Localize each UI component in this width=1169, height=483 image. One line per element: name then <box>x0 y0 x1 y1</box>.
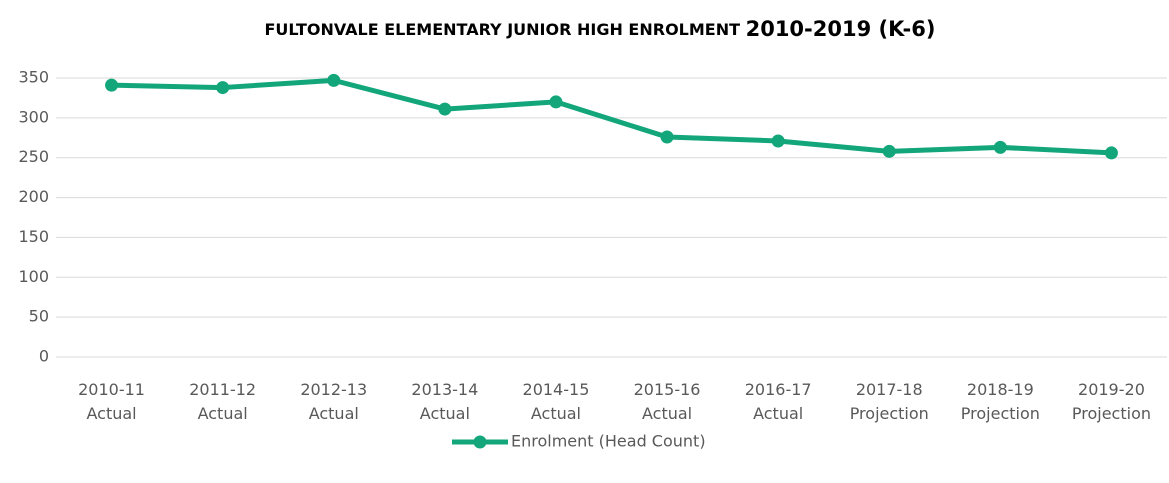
x-tick-line: Projection <box>961 404 1040 423</box>
title-part: 2010-2019 (K-6) <box>746 17 936 41</box>
x-tick-line: Actual <box>86 404 136 423</box>
x-tick-line: 2017-18 <box>856 380 923 399</box>
x-tick-line: 2015-16 <box>634 380 701 399</box>
x-tick-line: 2016-17 <box>745 380 812 399</box>
x-tick-label: 2013-14 Actual <box>411 380 478 423</box>
legend-label: Enrolment (Head Count) <box>511 432 706 451</box>
x-tick-line: 2011-12 <box>189 380 256 399</box>
data-point <box>327 73 341 87</box>
data-line <box>111 77 1112 156</box>
data-point <box>438 102 452 116</box>
data-point <box>771 134 785 148</box>
x-tick-line: 2014-15 <box>523 380 590 399</box>
x-tick-line: Actual <box>642 404 692 423</box>
x-tick-label: 2010-11 Actual <box>78 380 145 423</box>
title-part: FULTONVALE ELEMENTARY JUNIOR HIGH ENROLM… <box>265 20 741 39</box>
data-point <box>882 144 896 158</box>
x-tick-line: Actual <box>753 404 803 423</box>
y-tick-label: 100 <box>18 267 49 286</box>
x-tick-line: 2018-19 <box>967 380 1034 399</box>
x-tick-line: 2019-20 <box>1078 380 1145 399</box>
y-tick-label: 250 <box>18 147 49 166</box>
x-tick-label: 2018-19 Projection <box>961 380 1040 423</box>
data-point <box>549 95 563 109</box>
x-tick-label: 2014-15 Actual <box>523 380 590 423</box>
data-point <box>216 81 230 95</box>
y-tick-label: 350 <box>18 68 49 87</box>
x-tick-label: 2015-16 Actual <box>634 380 701 423</box>
y-tick-label: 200 <box>18 187 49 206</box>
x-tick-line: Actual <box>309 404 359 423</box>
x-tick-line: Actual <box>420 404 470 423</box>
y-tick-label: 0 <box>39 347 49 366</box>
y-tick-label: 50 <box>29 307 49 326</box>
data-point <box>993 140 1007 154</box>
x-tick-line: 2010-11 <box>78 380 145 399</box>
chart-title: FULTONVALE ELEMENTARY JUNIOR HIGH ENROLM… <box>265 17 936 41</box>
x-tick-label: 2011-12 Actual <box>189 380 256 423</box>
data-point <box>660 130 674 144</box>
x-tick-label: 2016-17 Actual <box>745 380 812 423</box>
x-tick-line: Projection <box>1072 404 1151 423</box>
data-point <box>1104 146 1118 160</box>
y-tick-label: 300 <box>18 107 49 126</box>
x-tick-line: 2013-14 <box>411 380 478 399</box>
x-tick-line: Actual <box>198 404 248 423</box>
x-tick-label: 2019-20 Projection <box>1072 380 1151 423</box>
x-tick-line: 2012-13 <box>300 380 367 399</box>
y-tick-label: 150 <box>18 227 49 246</box>
x-tick-label: 2012-13 Actual <box>300 380 367 423</box>
x-tick-label: 2017-18 Projection <box>850 380 929 423</box>
data-point <box>105 78 119 92</box>
x-tick-line: Projection <box>850 404 929 423</box>
legend-marker <box>473 435 487 449</box>
x-tick-line: Actual <box>531 404 581 423</box>
